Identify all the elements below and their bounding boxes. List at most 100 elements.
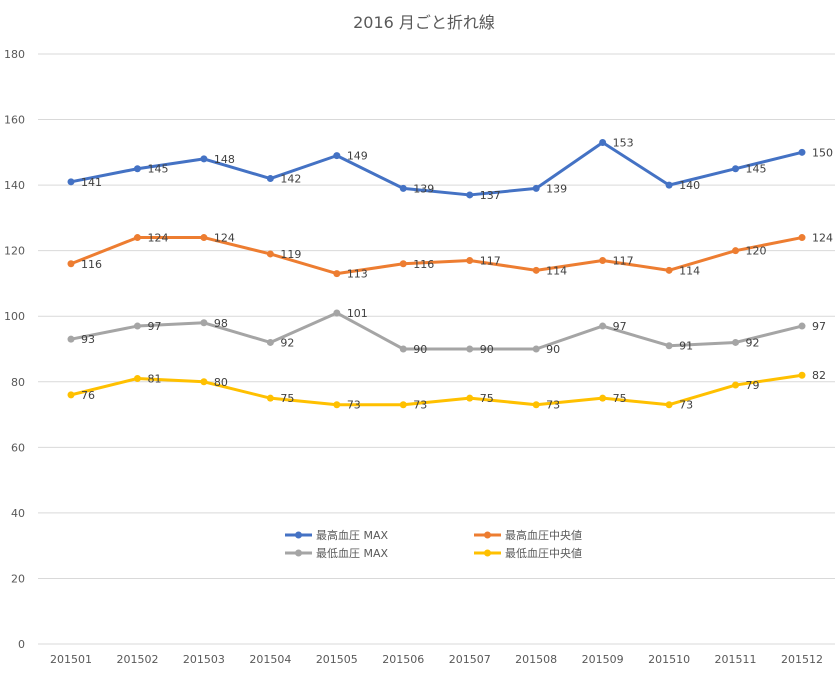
x-tick-label: 201507 — [449, 653, 491, 666]
y-tick-label: 180 — [4, 48, 25, 61]
y-tick-label: 60 — [11, 441, 25, 454]
y-tick-label: 0 — [18, 638, 25, 651]
data-point — [67, 335, 75, 343]
data-point — [333, 270, 341, 278]
x-tick-label: 201504 — [249, 653, 291, 666]
data-label: 113 — [347, 268, 368, 281]
data-label: 114 — [679, 264, 700, 277]
data-point — [399, 184, 407, 192]
data-label: 153 — [613, 137, 634, 150]
data-point — [532, 266, 540, 274]
data-point — [133, 375, 141, 382]
legend-marker — [295, 549, 302, 557]
data-point — [266, 175, 274, 183]
data-point — [266, 338, 274, 346]
data-label: 80 — [214, 376, 228, 389]
x-tick-label: 201505 — [316, 653, 358, 666]
legend-label: 最低血圧中央値 — [505, 546, 582, 560]
data-label: 90 — [546, 343, 560, 356]
data-point — [399, 345, 407, 353]
data-labels: 141 145 148 142 149 139 137 139 153 140 145 150 116 1… — [81, 137, 833, 412]
y-tick-label: 100 — [4, 310, 25, 323]
data-point — [333, 401, 341, 409]
data-label: 91 — [679, 340, 693, 353]
legend-label: 最高血圧 MAX — [316, 528, 389, 542]
series-line — [69, 141, 804, 197]
gridlines — [38, 53, 835, 645]
data-label: 97 — [147, 320, 161, 333]
legend-marker — [295, 531, 302, 539]
data-label: 116 — [81, 258, 102, 271]
legend-item: 最高血圧中央値 — [474, 528, 582, 542]
series-3 — [67, 309, 806, 353]
data-label: 114 — [546, 264, 567, 277]
y-axis: 0 20 40 60 80 100 120 140 160 180 — [4, 48, 25, 651]
data-point — [466, 345, 474, 353]
data-point — [732, 338, 740, 346]
data-point — [399, 401, 407, 409]
x-tick-label: 201512 — [781, 653, 823, 666]
data-label: 76 — [81, 389, 95, 402]
y-tick-label: 160 — [4, 114, 25, 127]
y-tick-label: 80 — [11, 376, 25, 389]
data-label: 117 — [480, 255, 501, 268]
data-point — [133, 165, 141, 173]
data-point — [200, 155, 208, 163]
data-point — [665, 266, 673, 274]
data-label: 141 — [81, 176, 102, 189]
series-group — [67, 139, 806, 409]
data-label: 75 — [480, 392, 494, 405]
data-label: 73 — [546, 399, 560, 412]
data-label: 79 — [746, 379, 760, 392]
data-label: 90 — [480, 343, 494, 356]
data-point — [798, 371, 806, 379]
data-label: 145 — [147, 163, 168, 176]
chart-title: 2016 月ごと折れ線 — [353, 13, 495, 32]
series-1 — [67, 139, 806, 199]
data-point — [466, 394, 474, 402]
data-point — [333, 152, 341, 160]
data-label: 120 — [746, 245, 767, 258]
series-line — [69, 236, 804, 276]
data-label: 145 — [746, 163, 767, 176]
data-label: 119 — [280, 248, 301, 261]
legend-label: 最高血圧中央値 — [505, 528, 582, 542]
data-label: 124 — [214, 232, 235, 245]
x-tick-label: 201511 — [715, 653, 757, 666]
data-label: 97 — [812, 320, 826, 333]
data-point — [67, 391, 75, 399]
data-point — [798, 148, 806, 156]
legend-label: 最低血圧 MAX — [316, 546, 389, 560]
data-label: 82 — [812, 369, 826, 382]
data-point — [599, 257, 607, 264]
series-line — [69, 373, 804, 407]
data-label: 142 — [280, 173, 301, 186]
data-label: 75 — [280, 392, 294, 405]
data-point — [200, 378, 208, 386]
data-label: 124 — [812, 232, 833, 245]
data-label: 124 — [147, 232, 168, 245]
data-point — [599, 394, 607, 402]
data-point — [732, 247, 740, 255]
data-point — [665, 401, 673, 409]
y-tick-label: 140 — [4, 179, 25, 192]
y-tick-label: 40 — [11, 507, 25, 520]
data-point — [532, 184, 540, 192]
data-point — [599, 322, 607, 330]
data-point — [200, 234, 208, 242]
x-tick-label: 201501 — [50, 653, 92, 666]
data-point — [532, 345, 540, 353]
data-point — [67, 178, 75, 186]
y-tick-label: 120 — [4, 245, 25, 258]
x-tick-label: 201510 — [648, 653, 690, 666]
series-line — [69, 311, 804, 351]
data-point — [333, 309, 341, 317]
data-label: 73 — [347, 399, 361, 412]
data-label: 150 — [812, 146, 833, 159]
data-point — [798, 234, 806, 242]
data-label: 117 — [613, 255, 634, 268]
data-label: 137 — [480, 189, 501, 202]
data-point — [665, 342, 673, 350]
